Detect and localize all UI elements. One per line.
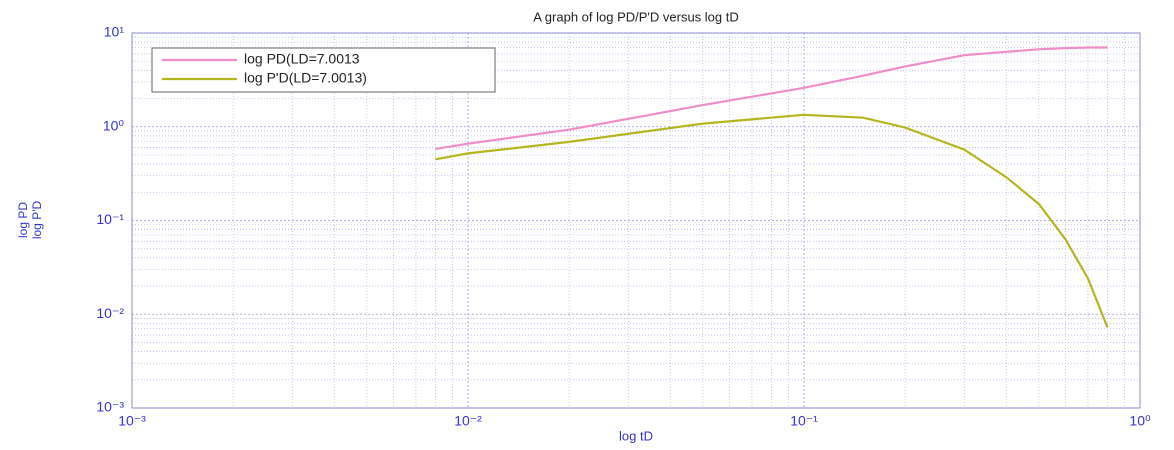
y-tick-label: 10⁻² (96, 305, 124, 321)
x-tick-label: 10⁻³ (118, 413, 146, 429)
x-tick-label: 10⁰ (1129, 413, 1151, 429)
y-axis-label: log P'D (30, 201, 44, 240)
legend-box (151, 47, 496, 93)
legend-label: log P'D(LD=7.0013) (244, 70, 367, 86)
y-axis-label: log PD (16, 202, 30, 238)
plot-frame (131, 32, 1141, 409)
y-tick-label: 10⁰ (103, 117, 125, 133)
series-line (435, 46, 1108, 150)
y-tick-label: 10¹ (104, 24, 125, 40)
x-axis-label: log tD (619, 428, 653, 443)
series-line (435, 113, 1109, 328)
x-tick-label: 10⁻² (454, 413, 482, 429)
chart-title: A graph of log PD/P'D versus log tD (533, 9, 739, 24)
y-tick-label: 10⁻³ (96, 399, 124, 415)
x-tick-label: 10⁻¹ (790, 413, 818, 429)
legend-label: log PD(LD=7.0013 (244, 51, 360, 67)
y-tick-label: 10⁻¹ (96, 211, 124, 227)
